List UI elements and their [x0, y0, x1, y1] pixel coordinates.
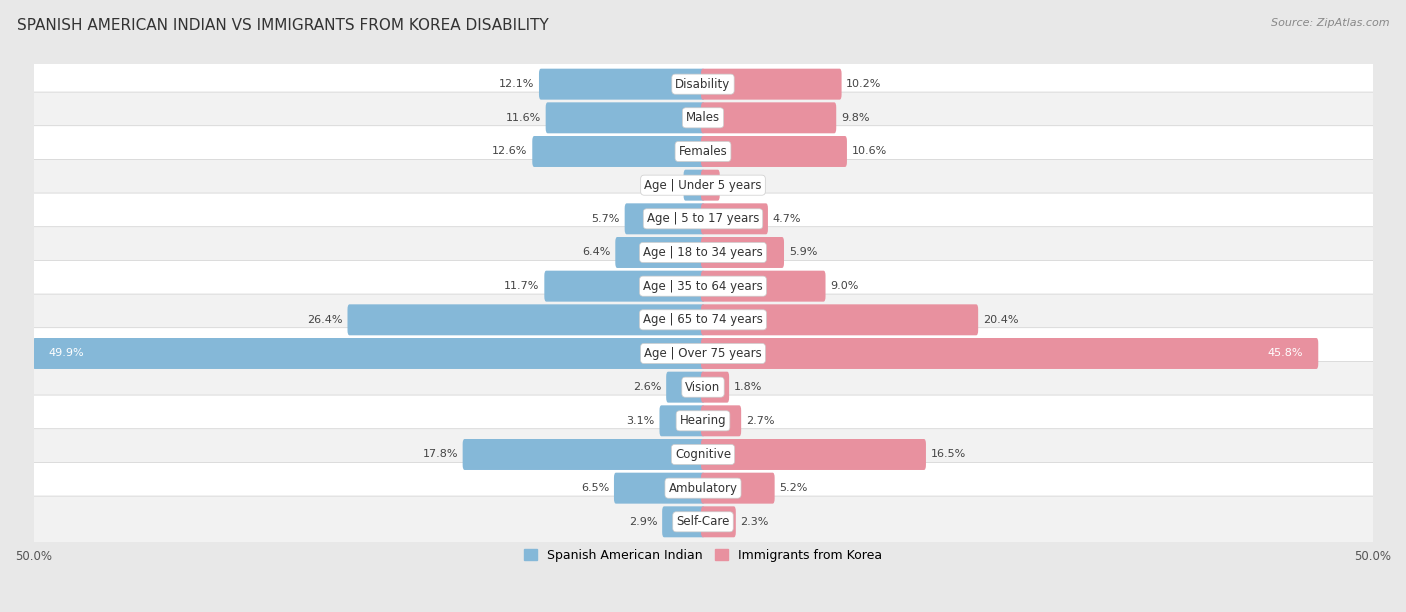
FancyBboxPatch shape	[30, 193, 1376, 245]
FancyBboxPatch shape	[30, 58, 1376, 110]
Text: 10.6%: 10.6%	[852, 146, 887, 157]
FancyBboxPatch shape	[702, 472, 775, 504]
Text: Self-Care: Self-Care	[676, 515, 730, 528]
FancyBboxPatch shape	[30, 294, 1376, 346]
Text: Source: ZipAtlas.com: Source: ZipAtlas.com	[1271, 18, 1389, 28]
FancyBboxPatch shape	[546, 102, 704, 133]
FancyBboxPatch shape	[544, 271, 704, 302]
Text: 10.2%: 10.2%	[846, 79, 882, 89]
FancyBboxPatch shape	[683, 170, 704, 201]
Text: 6.5%: 6.5%	[581, 483, 609, 493]
Text: 20.4%: 20.4%	[983, 315, 1018, 325]
Text: 26.4%: 26.4%	[308, 315, 343, 325]
FancyBboxPatch shape	[347, 304, 704, 335]
FancyBboxPatch shape	[702, 203, 768, 234]
FancyBboxPatch shape	[702, 69, 842, 100]
FancyBboxPatch shape	[702, 439, 927, 470]
Text: 5.2%: 5.2%	[779, 483, 807, 493]
FancyBboxPatch shape	[30, 362, 1376, 413]
FancyBboxPatch shape	[30, 159, 1376, 211]
Text: 49.9%: 49.9%	[48, 348, 84, 359]
Text: 2.3%: 2.3%	[741, 517, 769, 527]
Text: Disability: Disability	[675, 78, 731, 91]
FancyBboxPatch shape	[702, 136, 846, 167]
Text: 5.7%: 5.7%	[592, 214, 620, 224]
FancyBboxPatch shape	[30, 125, 1376, 177]
Text: 11.6%: 11.6%	[506, 113, 541, 123]
Text: Age | 35 to 64 years: Age | 35 to 64 years	[643, 280, 763, 293]
Text: 9.0%: 9.0%	[830, 281, 859, 291]
Text: 2.9%: 2.9%	[628, 517, 658, 527]
FancyBboxPatch shape	[702, 405, 741, 436]
FancyBboxPatch shape	[30, 260, 1376, 312]
Text: Age | Over 75 years: Age | Over 75 years	[644, 347, 762, 360]
Text: 1.1%: 1.1%	[724, 180, 752, 190]
FancyBboxPatch shape	[30, 92, 1376, 144]
Text: 12.1%: 12.1%	[499, 79, 534, 89]
Text: 17.8%: 17.8%	[422, 449, 458, 460]
Text: Ambulatory: Ambulatory	[668, 482, 738, 494]
Text: Hearing: Hearing	[679, 414, 727, 427]
FancyBboxPatch shape	[463, 439, 704, 470]
FancyBboxPatch shape	[30, 226, 1376, 278]
FancyBboxPatch shape	[30, 463, 1376, 514]
Text: 4.7%: 4.7%	[773, 214, 801, 224]
Text: 3.1%: 3.1%	[627, 416, 655, 426]
FancyBboxPatch shape	[614, 472, 704, 504]
FancyBboxPatch shape	[702, 506, 735, 537]
FancyBboxPatch shape	[702, 338, 1319, 369]
FancyBboxPatch shape	[533, 136, 704, 167]
Legend: Spanish American Indian, Immigrants from Korea: Spanish American Indian, Immigrants from…	[519, 544, 887, 567]
FancyBboxPatch shape	[30, 496, 1376, 548]
Text: 2.7%: 2.7%	[745, 416, 775, 426]
Text: 9.8%: 9.8%	[841, 113, 869, 123]
FancyBboxPatch shape	[30, 395, 1376, 447]
Text: Age | 18 to 34 years: Age | 18 to 34 years	[643, 246, 763, 259]
FancyBboxPatch shape	[30, 429, 1376, 480]
Text: SPANISH AMERICAN INDIAN VS IMMIGRANTS FROM KOREA DISABILITY: SPANISH AMERICAN INDIAN VS IMMIGRANTS FR…	[17, 18, 548, 34]
FancyBboxPatch shape	[666, 371, 704, 403]
Text: 45.8%: 45.8%	[1267, 348, 1303, 359]
FancyBboxPatch shape	[624, 203, 704, 234]
FancyBboxPatch shape	[702, 304, 979, 335]
FancyBboxPatch shape	[702, 170, 720, 201]
FancyBboxPatch shape	[702, 271, 825, 302]
FancyBboxPatch shape	[702, 237, 785, 268]
Text: Age | Under 5 years: Age | Under 5 years	[644, 179, 762, 192]
Text: Vision: Vision	[685, 381, 721, 394]
FancyBboxPatch shape	[702, 102, 837, 133]
Text: Age | 5 to 17 years: Age | 5 to 17 years	[647, 212, 759, 225]
FancyBboxPatch shape	[30, 328, 1376, 379]
Text: 1.8%: 1.8%	[734, 382, 762, 392]
Text: Females: Females	[679, 145, 727, 158]
Text: Cognitive: Cognitive	[675, 448, 731, 461]
Text: Males: Males	[686, 111, 720, 124]
Text: 16.5%: 16.5%	[931, 449, 966, 460]
FancyBboxPatch shape	[32, 338, 704, 369]
Text: Age | 65 to 74 years: Age | 65 to 74 years	[643, 313, 763, 326]
FancyBboxPatch shape	[538, 69, 704, 100]
FancyBboxPatch shape	[662, 506, 704, 537]
Text: 1.3%: 1.3%	[651, 180, 679, 190]
Text: 2.6%: 2.6%	[633, 382, 661, 392]
Text: 5.9%: 5.9%	[789, 247, 817, 258]
FancyBboxPatch shape	[702, 371, 730, 403]
Text: 11.7%: 11.7%	[505, 281, 540, 291]
FancyBboxPatch shape	[659, 405, 704, 436]
FancyBboxPatch shape	[616, 237, 704, 268]
Text: 12.6%: 12.6%	[492, 146, 527, 157]
Text: 6.4%: 6.4%	[582, 247, 610, 258]
